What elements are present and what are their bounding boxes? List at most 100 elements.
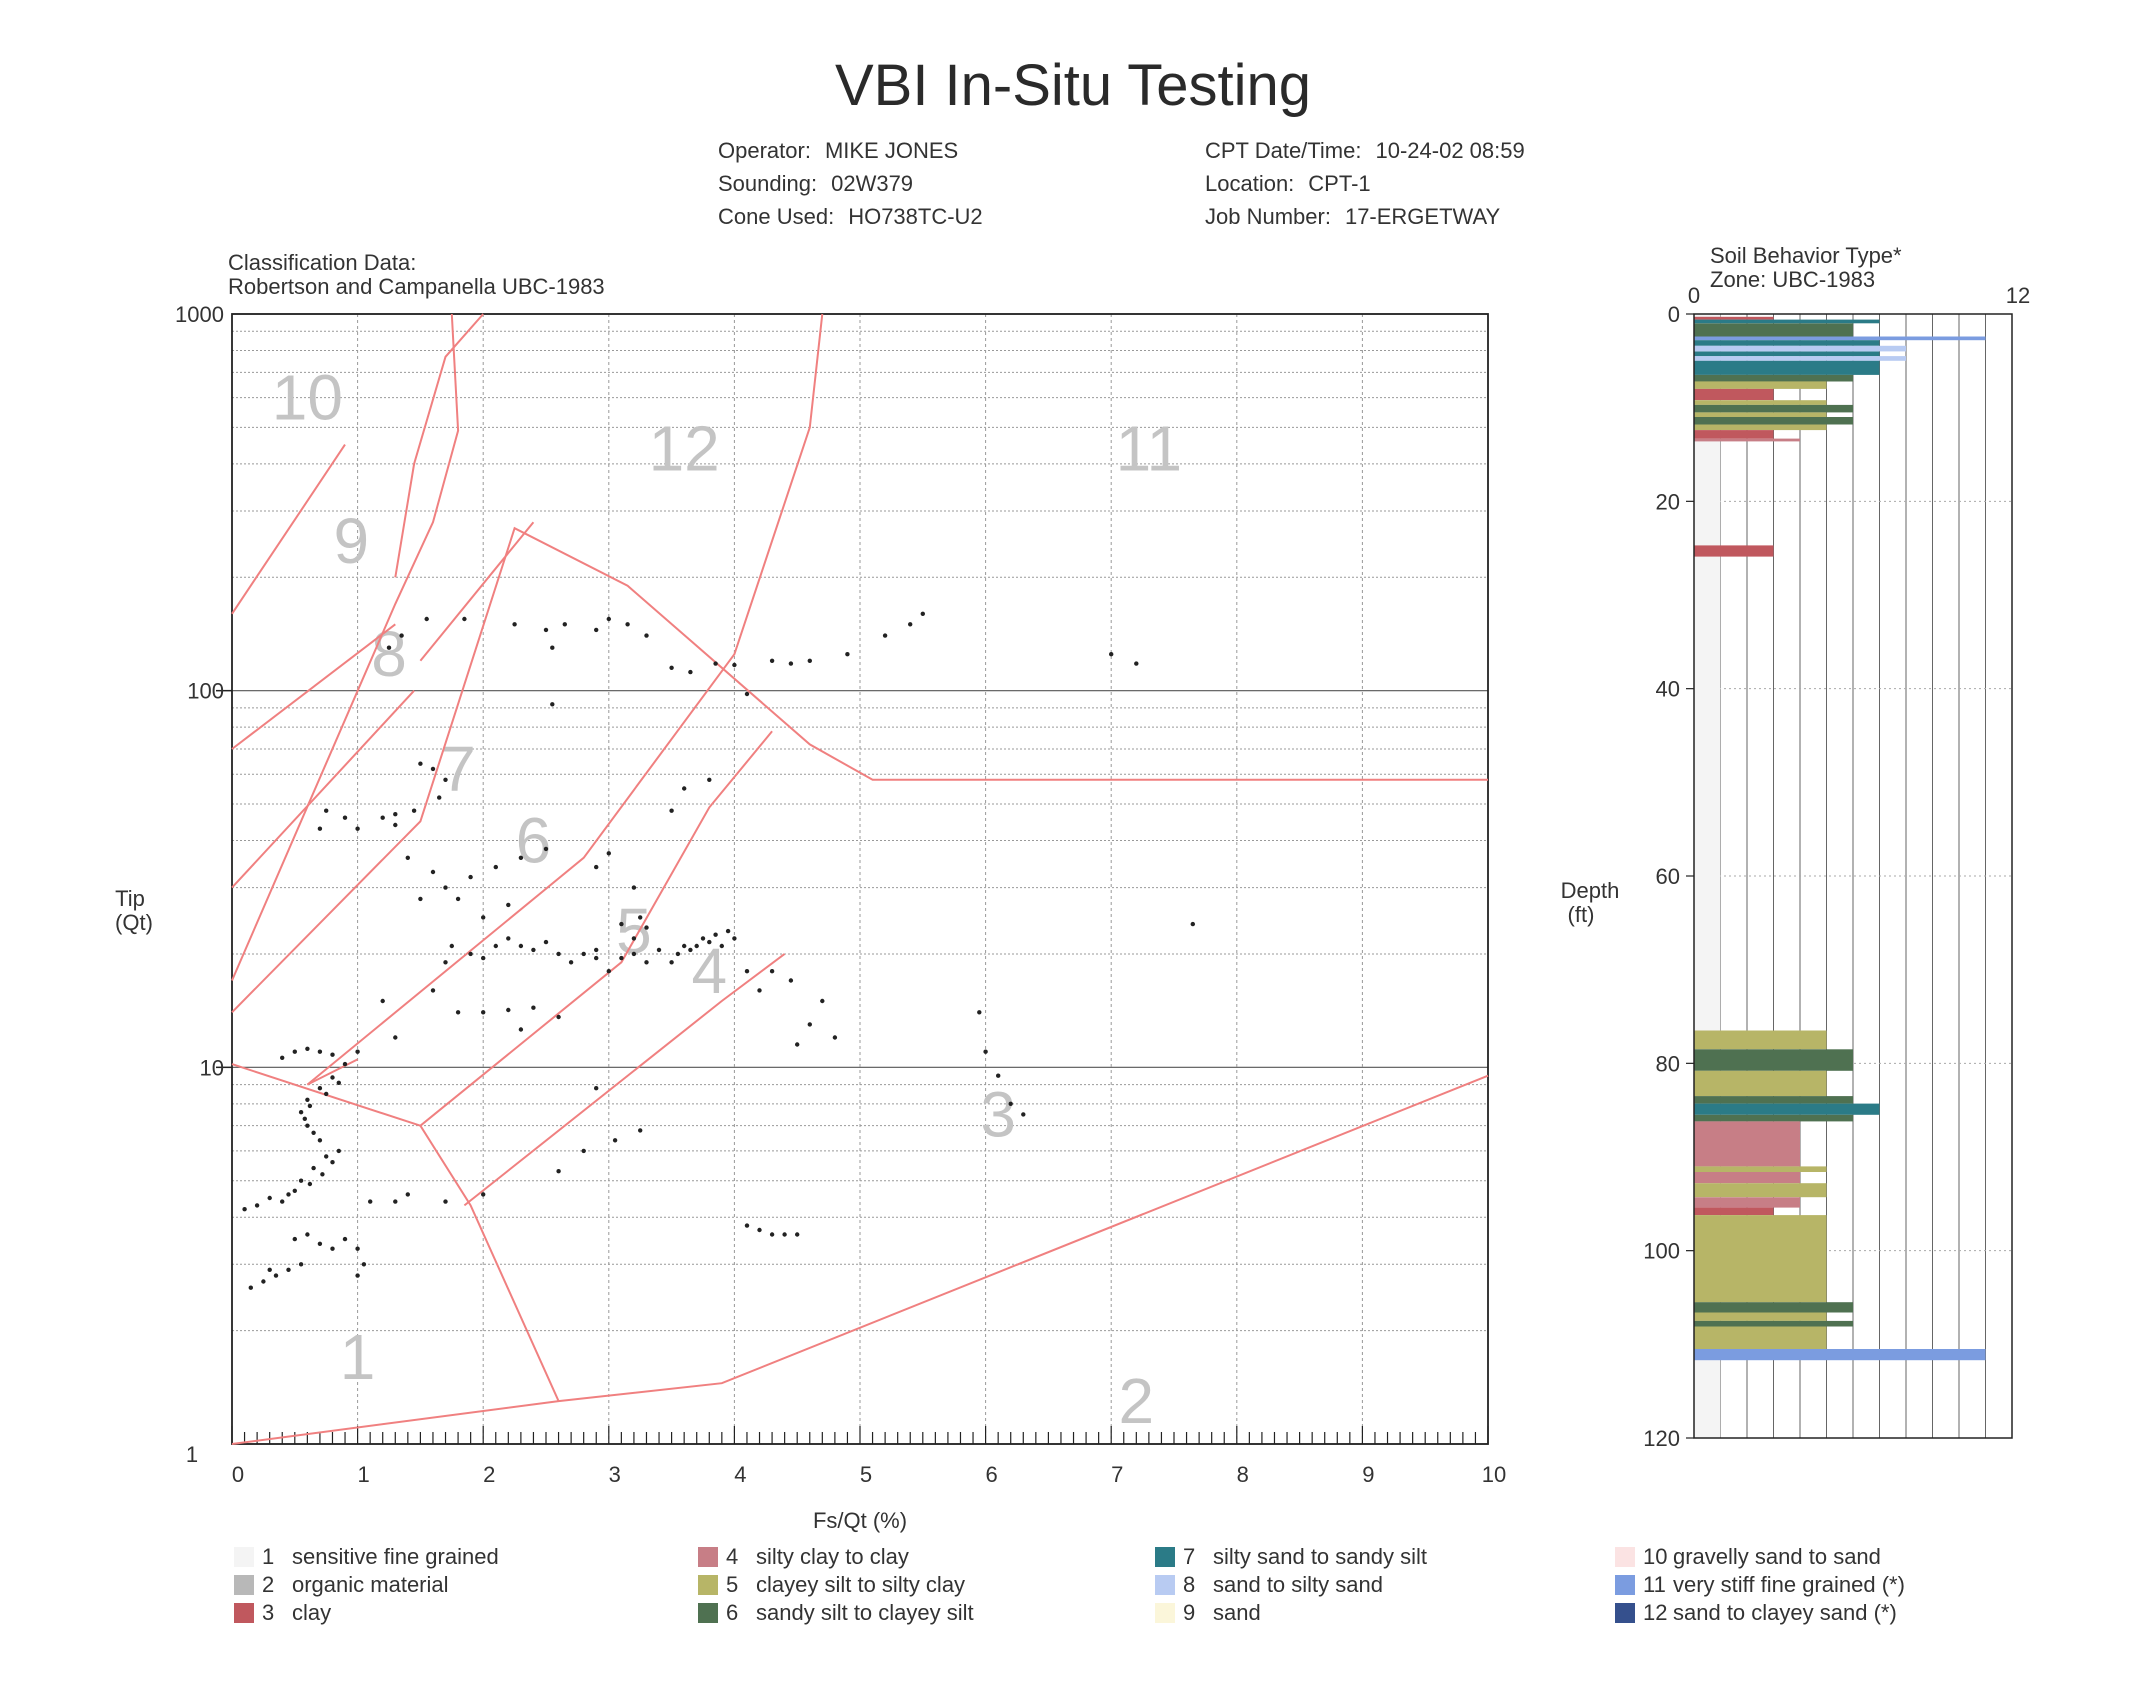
legend-swatch xyxy=(1155,1547,1175,1567)
data-point xyxy=(556,1169,561,1174)
data-point xyxy=(330,1075,335,1080)
data-point xyxy=(355,1246,360,1251)
data-point xyxy=(983,1049,988,1054)
data-point xyxy=(305,1046,310,1052)
legend-label: gravelly sand to sand xyxy=(1673,1544,1881,1569)
data-point xyxy=(273,1273,279,1278)
data-point xyxy=(619,921,624,927)
sbt-y-axis-label-unit: (ft) xyxy=(1568,902,1595,927)
legend-label: clayey silt to silty clay xyxy=(756,1572,966,1597)
data-point xyxy=(606,616,611,622)
cone-value: HO738TC-U2 xyxy=(848,204,983,229)
x-tick-label: 0 xyxy=(232,1462,244,1487)
data-point xyxy=(443,960,448,965)
legend-swatch xyxy=(1615,1575,1635,1595)
data-point xyxy=(807,1022,812,1027)
job-value: 17-ERGETWAY xyxy=(1344,204,1501,229)
legend-label: silty clay to clay xyxy=(756,1544,909,1569)
operator-label: Operator: xyxy=(718,138,811,163)
page-title: VBI In-Situ Testing xyxy=(834,53,1312,118)
zone-label: 11 xyxy=(1116,412,1182,484)
date-value: 10-24-02 08:59 xyxy=(1375,138,1525,163)
sbt-bar xyxy=(1694,424,1827,431)
sbt-bar xyxy=(1694,1207,1774,1216)
legend-label: clay xyxy=(292,1600,332,1625)
data-point xyxy=(606,851,611,856)
data-point xyxy=(292,1236,297,1242)
data-point xyxy=(757,1227,762,1233)
data-point xyxy=(594,627,599,633)
data-point xyxy=(506,936,511,941)
sbt-y-tick-label: 40 xyxy=(1656,677,1680,702)
data-point xyxy=(732,662,737,668)
data-point xyxy=(305,1097,310,1103)
data-point xyxy=(594,1086,599,1091)
data-point xyxy=(267,1267,272,1273)
y-tick-label: 100 xyxy=(187,679,224,704)
zone-boundary xyxy=(463,953,786,1207)
data-point xyxy=(311,1165,316,1171)
data-point xyxy=(757,988,762,993)
data-point xyxy=(594,947,599,953)
data-point xyxy=(594,955,599,961)
data-point xyxy=(1021,1112,1026,1117)
data-point xyxy=(543,846,549,852)
data-point xyxy=(361,1262,367,1267)
data-point xyxy=(302,1116,307,1122)
legend-swatch xyxy=(698,1547,718,1567)
sbt-x-tick-label: 0 xyxy=(1688,283,1700,308)
location-label: Location: xyxy=(1205,171,1295,196)
sbt-bar xyxy=(1694,336,1986,341)
data-point xyxy=(845,652,850,657)
x-tick-label: 7 xyxy=(1111,1462,1123,1487)
data-point xyxy=(443,885,448,890)
sbt-bar xyxy=(1694,360,1880,375)
data-point xyxy=(795,1042,800,1047)
sbt-bar xyxy=(1694,1197,1800,1208)
data-point xyxy=(631,885,637,890)
legend-number: 12 xyxy=(1643,1600,1668,1625)
sounding-label: Sounding: xyxy=(718,171,818,196)
sbt-bar xyxy=(1694,545,1774,557)
data-point xyxy=(430,766,436,772)
data-point xyxy=(782,1232,787,1237)
data-point xyxy=(399,633,404,638)
legend-item: 4 silty clay to clay xyxy=(698,1544,909,1570)
data-point xyxy=(656,947,662,953)
data-point xyxy=(317,826,323,831)
legend-item: 12 sand to clayey sand (*) xyxy=(1615,1600,1897,1626)
data-point xyxy=(342,1061,348,1067)
legend-number: 11 xyxy=(1643,1572,1666,1597)
data-point xyxy=(368,1199,373,1204)
data-point xyxy=(330,1160,335,1165)
data-point xyxy=(506,902,511,908)
data-point xyxy=(292,1049,297,1054)
data-point xyxy=(506,1007,511,1013)
data-point xyxy=(543,939,549,945)
data-point xyxy=(644,925,649,930)
x-tick-label: 5 xyxy=(860,1462,872,1487)
sbt-bar xyxy=(1694,1172,1800,1184)
data-point xyxy=(437,795,442,800)
legend-number: 8 xyxy=(1183,1572,1196,1597)
data-point xyxy=(744,1223,750,1228)
legend-number: 6 xyxy=(726,1600,739,1625)
data-point xyxy=(543,627,549,633)
data-point xyxy=(330,1246,335,1251)
data-point xyxy=(725,928,731,934)
data-point xyxy=(286,1267,291,1273)
data-point xyxy=(481,1010,486,1015)
data-point xyxy=(631,936,637,941)
data-point xyxy=(1134,661,1139,666)
zone-boundary xyxy=(419,730,773,1127)
data-point xyxy=(462,616,467,622)
job-label: Job Number: xyxy=(1205,204,1331,229)
legend-number: 2 xyxy=(262,1572,275,1597)
sbt-bar xyxy=(1694,323,1853,337)
data-point xyxy=(317,1049,323,1054)
sbt-y-tick-label: 20 xyxy=(1656,489,1680,514)
y-tick-label: 1000 xyxy=(175,302,224,327)
zone-label: 3 xyxy=(980,1078,1016,1150)
data-point xyxy=(493,943,498,949)
